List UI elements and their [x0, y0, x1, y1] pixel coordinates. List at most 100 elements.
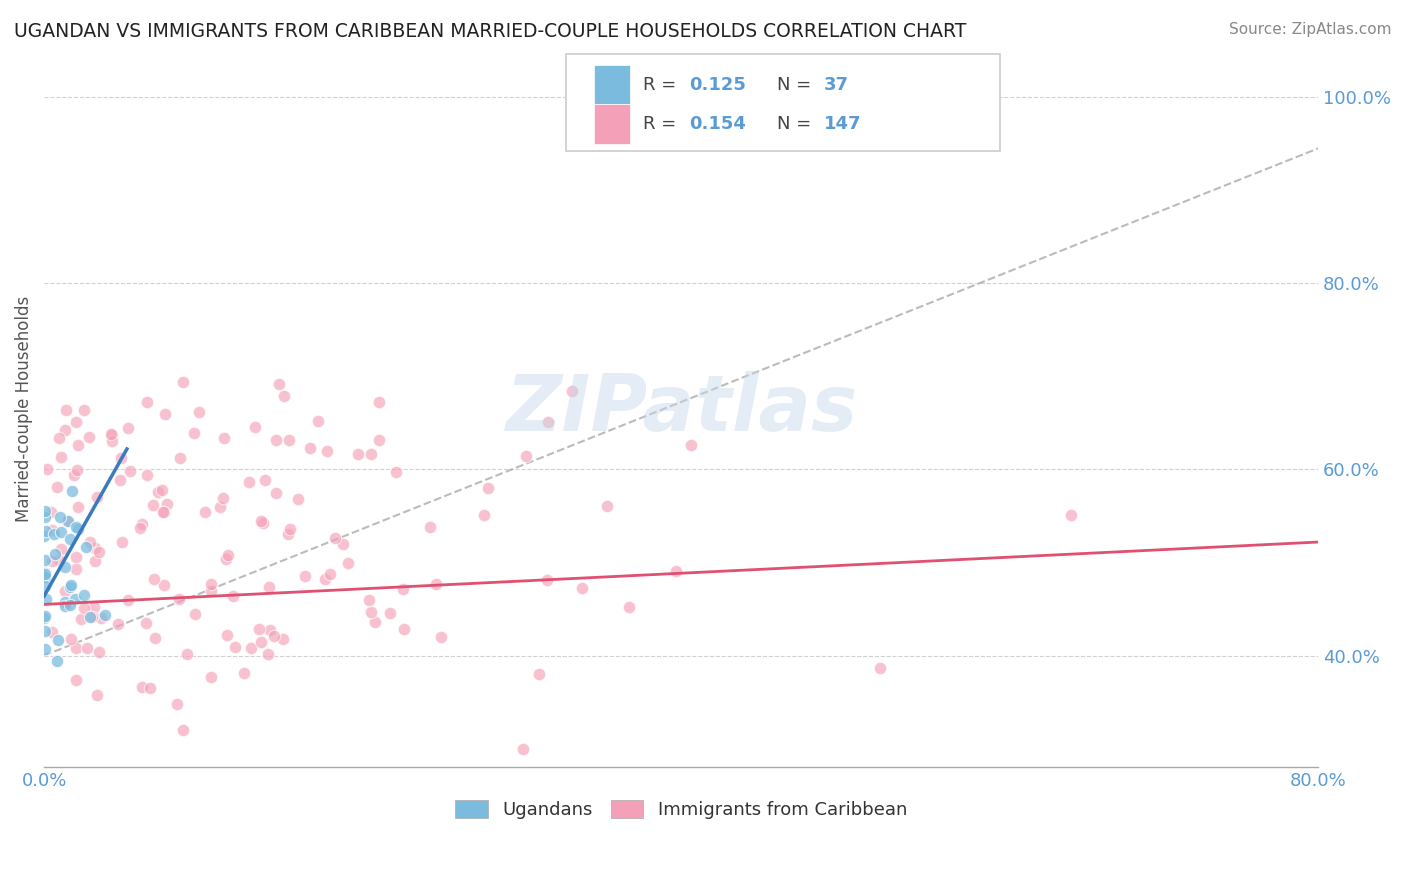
Point — [58, 532, 80, 546]
Text: 147: 147 — [824, 115, 862, 133]
Point — [110, 535, 132, 549]
Point — [307, 414, 329, 428]
Point — [217, 548, 239, 562]
Point — [250, 634, 273, 648]
Point — [561, 384, 583, 398]
Point — [243, 420, 266, 434]
Point — [41, 523, 63, 537]
Point — [363, 615, 385, 630]
Point — [153, 577, 176, 591]
Point — [222, 589, 245, 603]
Point — [512, 741, 534, 756]
Point — [58, 580, 80, 594]
Point — [45, 654, 67, 668]
Point — [34, 592, 56, 607]
Point — [117, 593, 139, 607]
Point — [56, 514, 79, 528]
Point — [32, 611, 55, 625]
Point — [515, 449, 537, 463]
Point — [55, 583, 77, 598]
Point — [83, 554, 105, 568]
Point — [360, 447, 382, 461]
Point — [86, 490, 108, 504]
Point — [271, 632, 294, 646]
Text: N =: N = — [776, 76, 817, 94]
Point — [259, 623, 281, 637]
Point — [48, 553, 70, 567]
Point — [65, 640, 87, 655]
Point — [60, 578, 83, 592]
Point — [277, 433, 299, 447]
Point — [76, 641, 98, 656]
Point — [169, 450, 191, 465]
Point — [664, 564, 686, 578]
Point — [378, 606, 401, 620]
Point — [128, 520, 150, 534]
Point — [477, 481, 499, 495]
Text: R =: R = — [643, 76, 682, 94]
Point — [53, 599, 76, 613]
Point — [394, 622, 416, 636]
FancyBboxPatch shape — [567, 54, 1000, 151]
Point — [62, 467, 84, 482]
Point — [79, 610, 101, 624]
Point — [86, 689, 108, 703]
Point — [392, 582, 415, 596]
Point — [73, 601, 96, 615]
Point — [69, 612, 91, 626]
Point — [131, 680, 153, 694]
Point — [267, 376, 290, 391]
Point — [142, 572, 165, 586]
Point — [187, 405, 209, 419]
Point — [155, 408, 177, 422]
Point — [238, 475, 260, 489]
Point — [63, 592, 86, 607]
Point — [367, 433, 389, 447]
Point — [34, 553, 56, 567]
Point — [869, 661, 891, 675]
Point — [90, 611, 112, 625]
Point — [384, 466, 406, 480]
Point — [49, 524, 72, 539]
Point — [239, 641, 262, 656]
Point — [46, 480, 69, 494]
Point — [152, 505, 174, 519]
Point — [32, 567, 55, 582]
Point — [278, 522, 301, 536]
Text: 0.154: 0.154 — [689, 115, 745, 133]
Point — [34, 642, 56, 657]
Point — [224, 640, 246, 655]
Point — [131, 517, 153, 532]
Text: 0.125: 0.125 — [689, 76, 745, 94]
Point — [527, 666, 550, 681]
Legend: Ugandans, Immigrants from Caribbean: Ugandans, Immigrants from Caribbean — [449, 793, 914, 826]
Point — [319, 566, 342, 581]
Point — [247, 623, 270, 637]
Point — [172, 723, 194, 737]
Point — [212, 491, 235, 505]
Y-axis label: Married-couple Households: Married-couple Households — [15, 296, 32, 522]
Bar — [595, 65, 630, 104]
Point — [176, 647, 198, 661]
Point — [117, 421, 139, 435]
Point — [537, 416, 560, 430]
Point — [200, 577, 222, 591]
Text: N =: N = — [776, 115, 817, 133]
Point — [430, 631, 453, 645]
Point — [419, 520, 441, 534]
Point — [35, 462, 58, 476]
Point — [332, 537, 354, 551]
Point — [34, 609, 56, 624]
Point — [65, 415, 87, 429]
Point — [67, 437, 90, 451]
Point — [34, 504, 56, 518]
Point — [67, 522, 90, 536]
Point — [264, 433, 287, 447]
Point — [214, 431, 236, 445]
Point — [316, 443, 339, 458]
Point — [256, 647, 278, 661]
Point — [34, 570, 56, 584]
Point — [77, 430, 100, 444]
Point — [49, 450, 72, 465]
Text: R =: R = — [643, 115, 682, 133]
